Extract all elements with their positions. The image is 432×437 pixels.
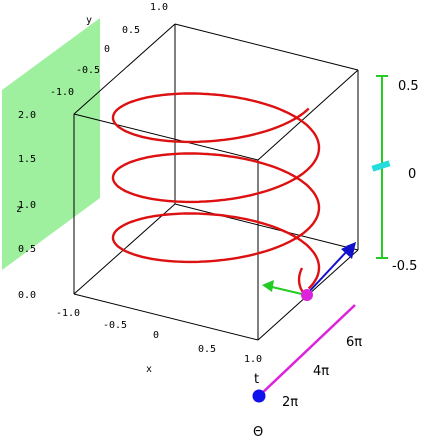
side-scale[interactable]: 0.5 0 -0.5: [371, 75, 419, 274]
scale-tick: 0.5: [398, 79, 419, 94]
t-slider-tick: 2π: [282, 395, 298, 410]
x-tick: 0.5: [198, 344, 216, 355]
y-axis-label: y: [86, 15, 92, 26]
z-tick: 1.5: [18, 154, 36, 165]
t-slider-start-knob[interactable]: [252, 389, 266, 403]
x-axis-label: x: [146, 364, 152, 375]
t-slider-tick: 4π: [313, 364, 329, 379]
x-tick: -0.5: [103, 320, 127, 331]
bounding-box: [73, 23, 359, 341]
z-tick: 2.0: [18, 110, 36, 121]
y-axis-ticks: 1.0 0.5 0 -0.5 -1.0: [50, 2, 168, 98]
z-tick: 0.5: [18, 244, 36, 255]
scale-tick: 0: [408, 167, 416, 182]
y-tick: -1.0: [50, 87, 74, 98]
t-slider-tick: 6π: [346, 335, 362, 350]
z-tick: 1.0: [18, 200, 36, 211]
yz-plane: [2, 18, 100, 270]
scale-marker[interactable]: [371, 160, 391, 172]
t-slider[interactable]: t 2π 4π 6π: [252, 289, 363, 410]
theta-label: Θ: [253, 425, 263, 437]
helix-curve: [111, 92, 321, 297]
t-slider-handle[interactable]: [301, 289, 313, 301]
green-arrow: [262, 280, 307, 296]
y-tick: 0: [104, 44, 110, 55]
y-tick: -0.5: [76, 65, 100, 76]
blue-arrow: [305, 242, 356, 296]
x-tick: 1.0: [244, 354, 262, 365]
y-tick: 1.0: [150, 2, 168, 13]
z-axis-label: z: [16, 204, 22, 215]
x-tick: -1.0: [56, 308, 80, 319]
scale-tick: -0.5: [392, 259, 417, 274]
z-tick: 0.0: [18, 290, 36, 301]
z-axis-ticks: 2.0 1.5 1.0 0.5 0.0: [18, 110, 36, 301]
x-tick: 0: [153, 330, 159, 341]
x-axis-ticks: -1.0 -0.5 0 0.5 1.0: [56, 308, 262, 365]
t-slider-label: t: [254, 372, 259, 387]
y-tick: 0.5: [122, 25, 140, 36]
